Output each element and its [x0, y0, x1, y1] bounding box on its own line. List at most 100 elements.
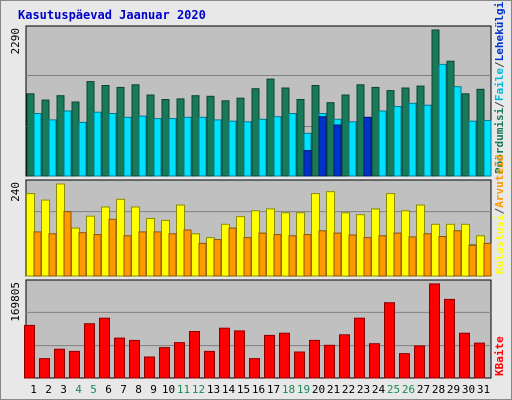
bar-külastusi-day-18	[281, 212, 290, 277]
x-tick-label-8: 8	[135, 383, 142, 396]
bar-külastusi-day-27	[416, 204, 425, 277]
bar-külastusi-day-8	[131, 206, 140, 277]
x-tick-label-14: 14	[222, 383, 236, 396]
bar-külastusi-day-4	[71, 227, 80, 277]
x-tick-label-7: 7	[120, 383, 127, 396]
bar-kbaite-day-26	[399, 353, 410, 379]
bar-arvuteid-day-6	[108, 218, 117, 277]
bar-pöördumisi-day-22	[341, 94, 350, 177]
bar-kbaite-day-8	[129, 339, 140, 379]
bar-arvuteid-day-15	[243, 237, 252, 277]
bar-faile-day-11	[183, 116, 192, 177]
bar-faile-day-10	[168, 118, 177, 177]
bar-arvuteid-day-21	[333, 232, 342, 277]
legend-entry-2: Faile	[493, 68, 506, 101]
bar-faile-day-28	[438, 63, 447, 177]
bar-külastusi-day-24	[371, 208, 380, 277]
bar-arvuteid-day-24	[378, 235, 387, 277]
x-tick-label-28: 28	[432, 383, 445, 396]
bar-pöördumisi-day-31	[476, 88, 485, 177]
x-tick-label-22: 22	[342, 383, 355, 396]
bar-faile-day-7	[123, 116, 132, 177]
bar-kbaite-day-19	[294, 351, 305, 379]
y-max-label: 240	[9, 182, 22, 202]
bar-külastusi-day-28	[431, 223, 440, 277]
bar-pöördumisi-day-2	[41, 99, 50, 177]
bar-külastusi-day-2	[41, 199, 50, 277]
x-tick-label-15: 15	[237, 383, 250, 396]
bar-külastusi-day-21	[326, 191, 335, 277]
bar-pöördumisi-day-25	[386, 90, 395, 177]
bar-faile-day-4	[78, 121, 87, 177]
bar-kbaite-day-1	[24, 324, 35, 379]
bar-faile-day-26	[408, 102, 417, 177]
bar-arvuteid-day-26	[408, 236, 417, 277]
bar-arvuteid-day-9	[153, 231, 162, 277]
bar-faile-day-3	[63, 110, 72, 177]
bar-pöördumisi-day-4	[71, 101, 80, 177]
x-tick-label-19: 19	[297, 383, 310, 396]
bar-faile-day-9	[153, 118, 162, 177]
bar-arvuteid-day-2	[48, 233, 57, 277]
bar-külastusi-day-9	[146, 218, 155, 277]
bar-arvuteid-day-8	[138, 231, 147, 277]
x-tick-label-26: 26	[402, 383, 415, 396]
bar-kbaite-day-7	[114, 337, 125, 379]
x-tick-label-17: 17	[267, 383, 280, 396]
x-tick-label-20: 20	[312, 383, 325, 396]
bar-faile-day-22	[348, 121, 357, 177]
bar-külastusi-day-10	[161, 219, 170, 277]
x-tick-label-13: 13	[207, 383, 220, 396]
bar-kbaite-day-16	[249, 358, 260, 379]
series-legend: Pöördumisi/Faile/Lehekülgi	[493, 1, 506, 174]
bar-kbaite-day-10	[159, 347, 170, 379]
bar-arvuteid-day-28	[438, 236, 447, 277]
legend-entry-3: /	[493, 61, 506, 68]
bar-pöördumisi-day-27	[416, 85, 425, 177]
bar-kbaite-day-28	[429, 283, 440, 379]
bar-külastusi-day-19	[296, 212, 305, 277]
bar-kbaite-day-5	[84, 323, 95, 379]
bar-arvuteid-day-14	[228, 227, 237, 277]
bar-arvuteid-day-7	[123, 235, 132, 277]
x-tick-label-23: 23	[357, 383, 370, 396]
bar-pöördumisi-day-16	[251, 88, 260, 177]
x-tick-label-1: 1	[30, 383, 37, 396]
legend-entry-1: /	[493, 101, 506, 108]
bar-faile-day-12	[198, 116, 207, 177]
bar-arvuteid-day-31	[483, 242, 492, 277]
bar-faile-day-2	[48, 119, 57, 177]
bar-kbaite-day-30	[459, 332, 470, 379]
x-tick-label-3: 3	[60, 383, 67, 396]
x-tick-label-4: 4	[75, 383, 82, 396]
bar-faile-day-14	[228, 120, 237, 177]
bar-arvuteid-day-3	[63, 211, 72, 277]
bar-kbaite-day-23	[354, 317, 365, 379]
bar-arvuteid-day-4	[78, 232, 87, 277]
series-legend: Külastusi/Arvuteid	[493, 155, 506, 274]
x-tick-label-9: 9	[150, 383, 157, 396]
bar-külastusi-day-26	[401, 210, 410, 277]
bar-faile-day-15	[243, 121, 252, 177]
bar-külastusi-day-5	[86, 215, 95, 277]
bar-külastusi-day-17	[266, 208, 275, 277]
bar-külastusi-day-12	[191, 233, 200, 277]
bar-faile-day-6	[108, 113, 117, 177]
x-tick-label-27: 27	[417, 383, 430, 396]
bar-faile-day-30	[468, 120, 477, 177]
bar-kbaite-day-29	[444, 298, 455, 379]
bar-pöördumisi-day-6	[101, 85, 110, 177]
bar-arvuteid-day-25	[393, 232, 402, 277]
bar-faile-day-24	[378, 110, 387, 177]
bar-arvuteid-day-23	[363, 237, 372, 277]
chart-panel-middle: 240 Külastusi/Arvuteid	[9, 155, 506, 277]
bar-külastusi-day-1	[26, 193, 35, 277]
bar-arvuteid-day-18	[288, 235, 297, 277]
bar-faile-day-25	[393, 106, 402, 177]
bar-pöördumisi-day-21	[326, 102, 335, 177]
bar-pöördumisi-day-20	[311, 85, 320, 177]
x-tick-label-21: 21	[327, 383, 340, 396]
bar-faile-day-17	[273, 116, 282, 177]
legend-entry-0: KBaite	[493, 336, 506, 376]
legend-entry-4: Lehekülgi	[493, 1, 506, 61]
